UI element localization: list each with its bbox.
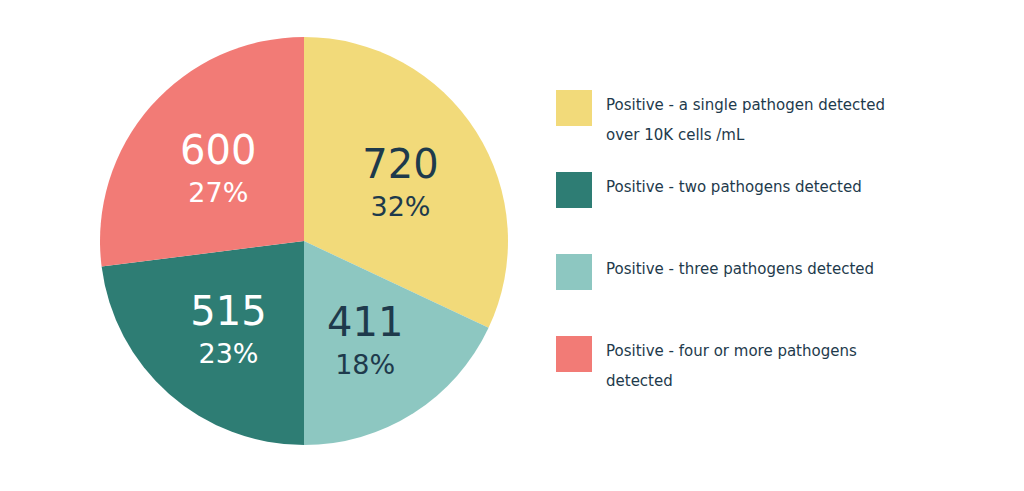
legend-swatch <box>556 336 592 372</box>
pie-chart: 720 32% 411 18% 515 23% 600 27% <box>0 0 1024 491</box>
count-label: 411 <box>327 299 403 345</box>
legend-label: Positive - four or more pathogens detect… <box>606 336 892 396</box>
count-label: 720 <box>362 141 438 187</box>
legend-label: Positive - a single pathogen detected ov… <box>606 90 892 150</box>
percent-label: 27% <box>188 177 248 208</box>
legend-label: Positive - two pathogens detected <box>606 172 892 202</box>
pie-slice <box>304 241 489 445</box>
data-labels: 720 32% 411 18% 515 23% 600 27% <box>180 127 439 380</box>
chart-root: 720 32% 411 18% 515 23% 600 27% Positive - a sin… <box>0 0 1024 491</box>
count-label: 600 <box>180 127 256 173</box>
count-label: 515 <box>190 288 266 334</box>
slices <box>100 37 508 445</box>
legend-swatch <box>556 254 592 290</box>
legend-swatch <box>556 172 592 208</box>
pie-slice <box>102 241 304 445</box>
pie-slice <box>100 37 304 267</box>
legend-label: Positive - three pathogens detected <box>606 254 892 284</box>
legend-swatch <box>556 90 592 126</box>
percent-label: 18% <box>335 349 395 380</box>
percent-label: 32% <box>370 191 430 222</box>
percent-label: 23% <box>198 338 258 369</box>
